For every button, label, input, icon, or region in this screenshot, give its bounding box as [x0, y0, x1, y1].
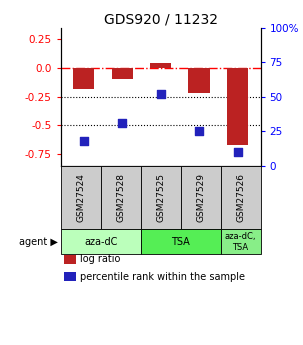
Point [235, 149, 240, 155]
Bar [73, 68, 94, 89]
Text: percentile rank within the sample: percentile rank within the sample [80, 272, 245, 282]
Text: aza-dC,
TSA: aza-dC, TSA [225, 232, 256, 252]
Point [197, 128, 201, 134]
Text: GSM27525: GSM27525 [156, 173, 165, 222]
Text: GSM27526: GSM27526 [236, 173, 245, 222]
Text: agent ▶: agent ▶ [19, 237, 58, 247]
Bar [227, 68, 248, 145]
Point [158, 91, 163, 97]
Text: GSM27524: GSM27524 [76, 173, 85, 222]
Point [81, 138, 86, 144]
Text: aza-dC: aza-dC [84, 237, 117, 247]
Text: log ratio: log ratio [80, 255, 121, 264]
Point [120, 120, 125, 126]
Title: GDS920 / 11232: GDS920 / 11232 [104, 12, 218, 27]
Bar [150, 63, 171, 68]
Bar [188, 68, 210, 93]
Bar [112, 68, 133, 79]
Text: GSM27529: GSM27529 [196, 173, 205, 222]
Text: GSM27528: GSM27528 [116, 173, 125, 222]
Text: TSA: TSA [171, 237, 190, 247]
